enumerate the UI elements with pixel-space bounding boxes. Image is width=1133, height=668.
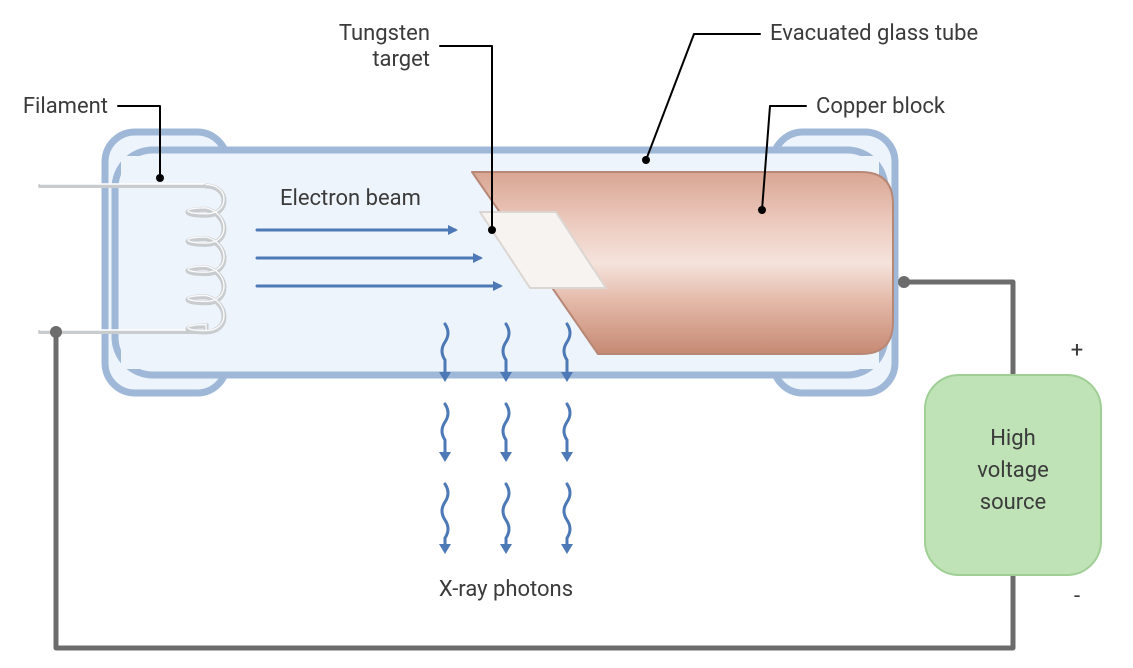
label-xray-photons: X-ray photons [439, 577, 573, 602]
hv-label-line3: source [980, 490, 1046, 515]
label-filament: Filament [23, 94, 108, 119]
polarity-minus: - [1074, 584, 1080, 609]
label-copper-block: Copper block [816, 94, 946, 119]
label-tungsten-l1: Tungsten [339, 21, 430, 46]
label-evacuated-tube: Evacuated glass tube [770, 21, 978, 46]
hv-label-line2: voltage [977, 458, 1049, 483]
label-electron-beam: Electron beam [280, 186, 421, 211]
high-voltage-source: High voltage source + - [925, 338, 1101, 609]
label-tungsten-l2: target [372, 47, 430, 72]
polarity-plus: + [1071, 338, 1083, 363]
hv-label-line1: High [990, 426, 1036, 451]
xray-tube-diagram: High voltage source + - Filament Tungstentarg… [0, 0, 1133, 668]
